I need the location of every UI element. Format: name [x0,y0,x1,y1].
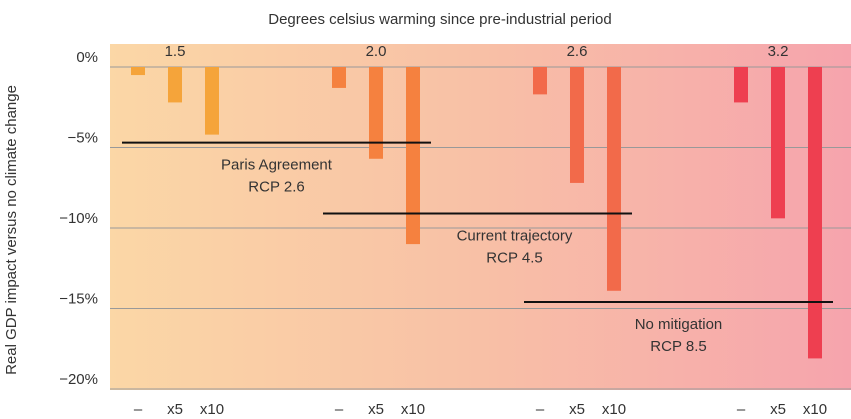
x-tick-label: x10 [200,401,224,418]
x-tick-label: x10 [401,401,425,418]
bar [607,67,621,291]
bar [533,67,547,95]
bar [168,67,182,103]
y-tick-label: 0% [76,49,98,66]
x-tick-label: x5 [770,401,786,418]
bar [369,67,383,159]
bar [570,67,584,183]
y-tick-label: −5% [68,129,98,146]
x-tick-label: x10 [602,401,626,418]
x-tick-label: x5 [167,401,183,418]
x-tick-label: x5 [569,401,585,418]
bar [808,67,822,359]
y-tick-label: −15% [59,290,98,307]
plot-background [110,44,851,390]
x-tick-label: x10 [803,401,827,418]
reference-label: Paris Agreement [221,157,333,174]
group-label: 2.0 [366,43,387,60]
reference-label: RCP 8.5 [650,338,706,355]
group-label: 2.6 [567,43,588,60]
reference-label: RCP 2.6 [248,179,304,196]
group-label: 3.2 [768,43,789,60]
reference-label: Current trajectory [457,227,573,244]
reference-label: RCP 4.5 [486,249,542,266]
bar [205,67,219,135]
bar [332,67,346,88]
x-tick-label: x5 [368,401,384,418]
x-tick-label: – [737,401,746,418]
x-tick-label: – [536,401,545,418]
bar [406,67,420,245]
x-tick-label: – [335,401,344,418]
chart-title: Degrees celsius warming since pre-indust… [268,11,611,28]
group-label: 1.5 [165,43,186,60]
y-tick-label: −20% [59,371,98,388]
bar [771,67,785,219]
y-tick-label: −10% [59,210,98,227]
x-tick-label: – [134,401,143,418]
y-axis-label: Real GDP impact versus no climate change [3,85,20,375]
reference-label: No mitigation [635,316,723,333]
bar [131,67,145,76]
bar [734,67,748,103]
